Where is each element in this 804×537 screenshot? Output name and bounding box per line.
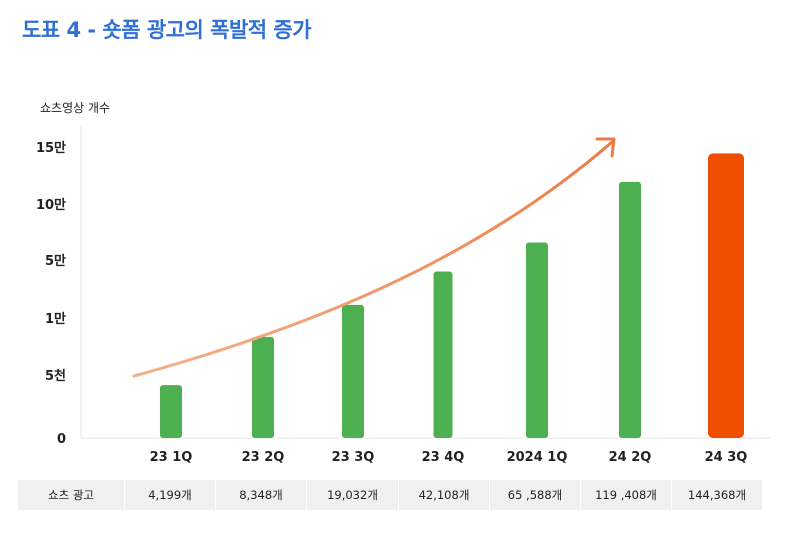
y-tick-label: 5만 — [45, 253, 66, 269]
bar-chart: 0 5천 1만 5만 10만 15만 23 1Q 23 2Q 23 3Q 23 4Q 2024 1… — [36, 125, 770, 465]
bar — [526, 242, 548, 438]
bar — [252, 336, 274, 438]
x-tick-label: 2024 1Q — [507, 450, 568, 465]
x-tick-label: 23 3Q — [332, 450, 375, 465]
x-tick-label: 23 4Q — [422, 450, 465, 465]
x-tick-label: 24 3Q — [705, 450, 748, 465]
table-row-label: 쇼츠 광고 — [18, 480, 125, 510]
y-tick-label: 15만 — [36, 140, 66, 156]
x-tick-label: 24 2Q — [609, 450, 652, 465]
y-tick-label: 0 — [57, 432, 66, 447]
trend-arrow — [132, 140, 614, 378]
table-cell: 19,032개 — [307, 480, 399, 510]
x-tick-label: 23 1Q — [150, 450, 193, 465]
bar — [160, 385, 182, 438]
y-tick-label: 5천 — [45, 369, 66, 384]
bar — [619, 181, 641, 438]
bar — [342, 304, 364, 438]
data-table: 쇼츠 광고 4,199개 8,348개 19,032개 42,108개 65 ,… — [18, 480, 762, 510]
y-tick-label: 1만 — [45, 311, 66, 327]
bar — [708, 153, 744, 439]
table-cell: 8,348개 — [216, 480, 307, 510]
bar — [433, 271, 453, 438]
table-cell: 4,199개 — [125, 480, 216, 510]
table-cell: 119 ,408개 — [581, 480, 672, 510]
x-tick-label: 23 2Q — [242, 450, 285, 465]
table-cell: 65 ,588개 — [490, 480, 581, 510]
y-axis-title: 쇼츠영상 개수 — [40, 101, 111, 115]
table-cell: 42,108개 — [399, 480, 490, 510]
table-cell: 144,368개 — [687, 488, 747, 502]
y-tick-label: 10만 — [36, 197, 66, 213]
page-title: 도표 4 - 숏폼 광고의 폭발적 증가 — [22, 18, 312, 42]
trend-arrowhead — [595, 137, 616, 158]
